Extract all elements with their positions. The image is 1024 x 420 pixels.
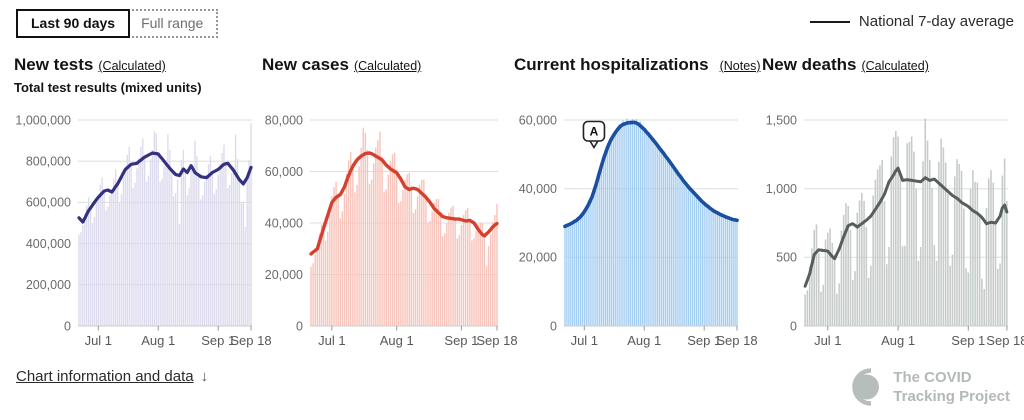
svg-text:Sep 1: Sep 1 <box>201 333 235 348</box>
svg-text:20,000: 20,000 <box>519 251 557 265</box>
svg-text:Sep 18: Sep 18 <box>716 333 757 348</box>
notes-link[interactable]: (Notes) <box>719 59 761 73</box>
svg-text:Jul 1: Jul 1 <box>85 333 112 348</box>
date-range-toggle: Last 90 days Full range <box>16 9 219 38</box>
chart-head: New cases (Calculated) <box>262 48 514 108</box>
svg-text:60,000: 60,000 <box>519 113 557 127</box>
svg-text:Aug 1: Aug 1 <box>380 333 414 348</box>
svg-text:Sep 18: Sep 18 <box>476 333 517 348</box>
annotation-marker: A <box>582 120 606 150</box>
chart-information-group: Chart information and data ↓ <box>16 368 208 386</box>
covid-tracking-project-logo: The COVID Tracking Project <box>843 364 1010 410</box>
chart-information-link[interactable]: Chart information and data <box>16 368 194 385</box>
legend-label: National 7-day average <box>858 13 1014 30</box>
svg-text:Aug 1: Aug 1 <box>141 333 175 348</box>
chart-title: New deaths <box>762 55 857 74</box>
legend-line-swatch <box>809 20 850 23</box>
chart-new-cases: New cases (Calculated) 0 20,000 40,000 60,00… <box>262 48 518 352</box>
svg-text:40,000: 40,000 <box>265 216 303 230</box>
svg-text:40,000: 40,000 <box>519 182 557 196</box>
svg-text:Jul 1: Jul 1 <box>318 333 345 348</box>
footer-bar: Chart information and data ↓ The COVID Tr… <box>0 352 1024 410</box>
chart-head: New deaths (Calculated) <box>762 48 1024 108</box>
new-tests-plot: 0 200,000 400,000 600,000 800,000 1,000,000 Ju… <box>15 113 271 348</box>
new-cases-plot: 0 20,000 40,000 60,000 80,000 Jul 1 Aug 1 Sep 1… <box>265 113 518 348</box>
svg-text:1,000,000: 1,000,000 <box>15 113 71 127</box>
new-deaths-plot: 0 500 1,000 1,500 Jul 1 Aug 1 Sep 1 Sep 18 <box>766 113 1024 348</box>
legend-national-7-day-average: National 7-day average <box>809 13 1014 30</box>
chart-current-hospitalizations: Current hospitalizations (Notes) 0 20,000 4… <box>514 48 762 352</box>
svg-text:Sep 18: Sep 18 <box>986 333 1024 348</box>
charts-row: New tests (Calculated) Total test results… <box>0 48 1024 352</box>
down-arrow-icon: ↓ <box>200 368 209 385</box>
svg-text:Sep 1: Sep 1 <box>951 333 985 348</box>
toggle-last-90-days[interactable]: Last 90 days <box>16 9 131 38</box>
svg-text:Aug 1: Aug 1 <box>627 333 661 348</box>
chart-head: Current hospitalizations (Notes) <box>514 48 762 108</box>
svg-text:Sep 1: Sep 1 <box>444 333 478 348</box>
chart-new-tests: New tests (Calculated) Total test results… <box>14 48 272 352</box>
svg-text:60,000: 60,000 <box>265 165 303 179</box>
svg-text:1,500: 1,500 <box>766 113 797 127</box>
svg-text:Jul 1: Jul 1 <box>814 333 841 348</box>
svg-text:0: 0 <box>64 319 71 333</box>
svg-text:400,000: 400,000 <box>26 237 71 251</box>
svg-text:Sep 18: Sep 18 <box>230 333 271 348</box>
svg-text:80,000: 80,000 <box>265 113 303 127</box>
svg-text:Aug 1: Aug 1 <box>881 333 915 348</box>
chart-title: New tests <box>14 55 94 74</box>
svg-text:0: 0 <box>550 319 557 333</box>
chart-title: New cases <box>262 55 349 74</box>
svg-text:200,000: 200,000 <box>26 278 71 292</box>
svg-text:20,000: 20,000 <box>265 268 303 282</box>
chart-head: New tests (Calculated) Total test results… <box>14 48 262 108</box>
toggle-full-range[interactable]: Full range <box>128 11 217 36</box>
svg-text:Jul 1: Jul 1 <box>571 333 598 348</box>
logo-text: The COVID Tracking Project <box>893 368 1010 405</box>
chart-subtitle: Total test results (mixed units) <box>14 80 202 95</box>
header-bar: Last 90 days Full range National 7-day a… <box>0 0 1024 48</box>
svg-text:800,000: 800,000 <box>26 155 71 169</box>
calculated-link[interactable]: (Calculated) <box>861 59 929 73</box>
svg-text:0: 0 <box>790 319 797 333</box>
chart-title: Current hospitalizations <box>514 55 709 74</box>
svg-text:600,000: 600,000 <box>26 196 71 210</box>
chart-new-deaths: New deaths (Calculated) 0 500 1,000 1,500 Jul… <box>762 48 1024 352</box>
svg-text:500: 500 <box>776 251 797 265</box>
calculated-link[interactable]: (Calculated) <box>98 59 166 73</box>
svg-text:1,000: 1,000 <box>766 182 797 196</box>
logo-mark-icon <box>852 368 880 406</box>
calculated-link[interactable]: (Calculated) <box>353 59 422 73</box>
svg-text:0: 0 <box>296 319 303 333</box>
svg-text:A: A <box>590 125 599 139</box>
svg-text:Sep 1: Sep 1 <box>687 333 721 348</box>
